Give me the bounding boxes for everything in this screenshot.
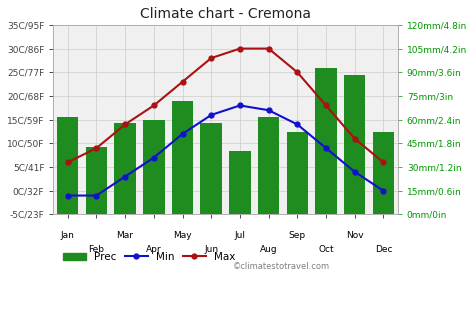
Bar [114, 123, 136, 214]
Text: Dec: Dec [374, 245, 392, 254]
Bar [57, 117, 79, 214]
Text: Aug: Aug [260, 245, 277, 254]
Bar [258, 117, 279, 214]
Bar [344, 75, 365, 214]
Text: Mar: Mar [117, 231, 134, 240]
Bar [315, 68, 337, 214]
Bar [287, 132, 308, 214]
Bar [373, 132, 394, 214]
Bar [172, 101, 193, 214]
Text: Jun: Jun [204, 245, 218, 254]
Text: Oct: Oct [318, 245, 334, 254]
Text: May: May [173, 231, 192, 240]
Text: ©climatestotravel.com: ©climatestotravel.com [232, 262, 329, 271]
Title: Climate chart - Cremona: Climate chart - Cremona [140, 7, 311, 21]
Text: Apr: Apr [146, 245, 162, 254]
Bar [143, 120, 164, 214]
Bar [86, 147, 107, 214]
Text: Jul: Jul [235, 231, 246, 240]
Text: Nov: Nov [346, 231, 364, 240]
Legend: Prec, Min, Max: Prec, Min, Max [59, 248, 239, 266]
Text: Jan: Jan [61, 231, 74, 240]
Text: Sep: Sep [289, 231, 306, 240]
Bar [229, 151, 251, 214]
Text: Feb: Feb [89, 245, 104, 254]
Bar [201, 123, 222, 214]
